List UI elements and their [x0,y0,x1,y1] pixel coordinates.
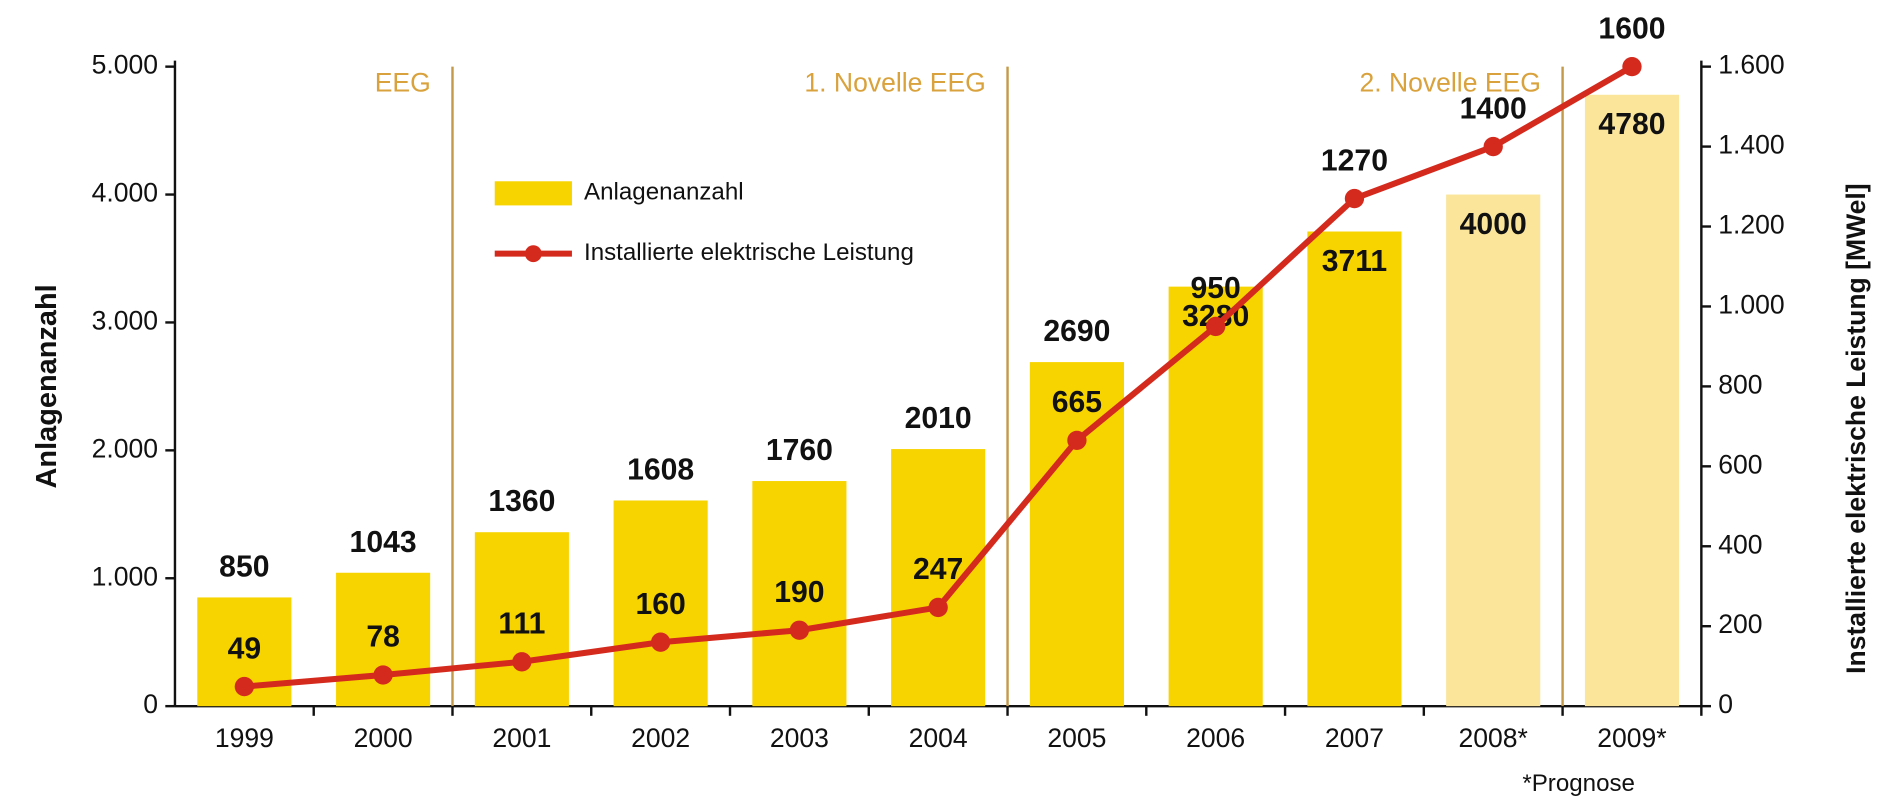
legend-swatch [494,181,572,206]
x-tick-label: 2002 [631,723,690,753]
y-tick-label: 1.000 [92,561,158,591]
line-value-label: 1600 [1598,12,1665,45]
line-point [512,652,532,672]
line-point [1622,56,1642,77]
x-tick-label: 2000 [354,723,413,753]
bar-value-label: 1760 [766,434,833,467]
x-tick-label: 2005 [1047,723,1106,753]
line-value-label: 665 [1052,386,1102,419]
line-point [1206,316,1226,337]
y-tick-label: 2.000 [92,433,158,463]
x-tick-label: 2009* [1597,723,1666,753]
bar-value-label: 1608 [627,453,694,486]
x-tick-label: 2003 [770,723,829,753]
bar [613,500,708,707]
line-point [234,676,254,697]
x-tick-label: 2008* [1459,723,1528,753]
footnote: *Prognose [1522,770,1635,797]
y-tick-label: 4.000 [92,178,158,208]
y-tick-label: 5.000 [92,50,158,80]
bar-value-label: 3711 [1322,245,1387,278]
line-value-label: 1270 [1321,144,1388,177]
bar-value-label: 2690 [1043,315,1110,348]
line-value-label: 1400 [1460,92,1527,125]
legend-marker [524,245,542,263]
period-annotation: 1. Novelle EEG [804,68,985,98]
y2-tick-label: 800 [1718,369,1762,399]
bar-value-label: 4000 [1460,208,1527,241]
line-point [650,632,671,652]
bar-value-label: 1360 [488,485,555,518]
y2-tick-label: 200 [1718,609,1762,639]
bar [474,532,569,707]
bar-value-label: 4780 [1598,108,1665,141]
line-point [928,597,948,618]
x-tick-label: 2007 [1325,723,1384,753]
y2-tick-label: 1.600 [1718,50,1784,80]
line-value-label: 111 [498,608,545,641]
y2-tick-label: 1.200 [1718,210,1784,240]
bar [752,481,847,707]
line-point [1483,136,1503,157]
line-point [373,665,393,685]
x-tick-label: 1999 [215,723,274,753]
line-value-label: 49 [228,632,262,665]
line-point [1344,188,1365,209]
bar-value-label: 1043 [350,526,417,559]
y2-axis-label: Installierte elektrische Leistung [MWel] [1841,183,1871,673]
bar [1168,286,1263,707]
bar-value-label: 2010 [905,402,972,435]
y2-tick-label: 0 [1718,689,1733,719]
period-annotation: 2. Novelle EEG [1359,68,1540,98]
y-axis-label: Anlagenanzahl [31,284,63,488]
line-value-label: 950 [1191,272,1241,305]
bar [1307,231,1402,707]
bar [1029,362,1124,707]
bar [891,449,986,707]
line-point [1067,430,1087,451]
period-annotation: EEG [375,68,431,98]
line-value-label: 78 [366,621,400,654]
y-tick-label: 3.000 [92,305,158,335]
line-point [789,620,810,640]
line-value-label: 190 [774,576,824,609]
bar [1584,94,1680,707]
y-tick-label: 0 [143,689,158,719]
y2-tick-label: 600 [1718,449,1762,479]
x-tick-label: 2006 [1186,723,1245,753]
x-tick-label: 2001 [492,723,551,753]
y2-tick-label: 400 [1718,529,1762,559]
y2-tick-label: 1.000 [1718,289,1784,319]
y2-tick-label: 1.400 [1718,130,1784,160]
bar [1446,194,1541,707]
legend-label: Anlagenanzahl [584,179,744,206]
line-value-label: 247 [913,553,963,586]
legend-label: Installierte elektrische Leistung [584,239,914,266]
line-value-label: 160 [635,588,685,621]
bar-value-label: 850 [219,550,269,583]
x-tick-label: 2004 [909,723,968,753]
